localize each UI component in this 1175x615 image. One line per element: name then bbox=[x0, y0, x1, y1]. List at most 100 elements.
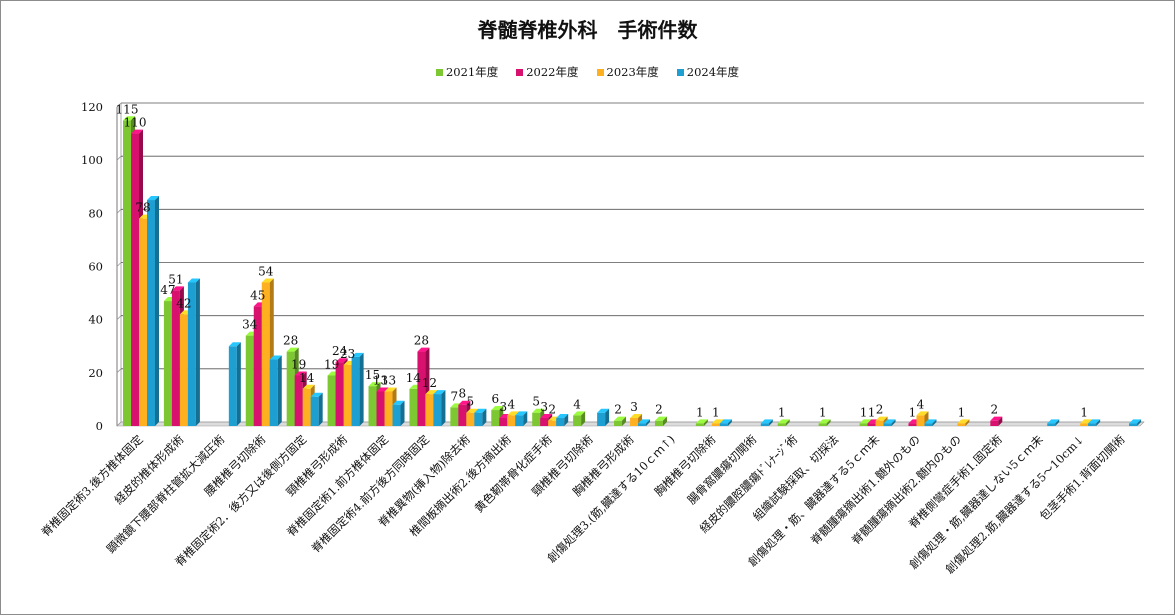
bar bbox=[548, 420, 557, 426]
y-tick-label: 80 bbox=[88, 206, 103, 220]
data-label: 1 bbox=[958, 405, 966, 419]
bar bbox=[131, 133, 139, 427]
bar bbox=[883, 423, 892, 426]
bar bbox=[425, 394, 434, 426]
data-label: 4 bbox=[507, 397, 515, 411]
gridline-depth bbox=[116, 368, 122, 374]
data-label: 15 bbox=[365, 368, 380, 382]
y-tick-label: 40 bbox=[88, 313, 103, 327]
data-label: 1 bbox=[712, 405, 720, 419]
bar-side bbox=[482, 408, 487, 426]
gridline-depth bbox=[116, 421, 122, 427]
bar bbox=[499, 418, 508, 426]
bar-side bbox=[155, 196, 159, 426]
bar-side bbox=[359, 352, 364, 426]
data-label: 1 bbox=[860, 405, 868, 419]
bar bbox=[384, 391, 393, 426]
legend-item-2022: 2022年度 bbox=[516, 64, 579, 80]
bar bbox=[392, 404, 401, 426]
data-label: 1 bbox=[909, 405, 917, 419]
bar-side bbox=[564, 414, 569, 426]
gridline-depth bbox=[116, 209, 122, 214]
data-label: 42 bbox=[176, 296, 191, 310]
data-label: 3 bbox=[499, 400, 507, 414]
legend-swatch-2023 bbox=[596, 68, 604, 76]
bar bbox=[597, 412, 606, 426]
legend-label-2021: 2021年度 bbox=[445, 65, 499, 79]
bar bbox=[433, 394, 442, 426]
bar-side bbox=[891, 419, 896, 426]
data-label: 14 bbox=[406, 371, 422, 385]
data-label: 13 bbox=[381, 373, 396, 387]
bar-side bbox=[400, 400, 405, 426]
bar bbox=[294, 375, 303, 426]
bar bbox=[867, 423, 876, 426]
bar bbox=[171, 290, 180, 426]
bar bbox=[818, 423, 827, 426]
y-tick-label: 100 bbox=[81, 153, 103, 167]
bar bbox=[269, 359, 278, 426]
data-label: 2 bbox=[655, 403, 663, 417]
data-label: 7 bbox=[451, 389, 459, 403]
legend-item-2021: 2021年度 bbox=[435, 64, 499, 80]
bar bbox=[540, 418, 549, 426]
data-label: 3 bbox=[630, 400, 638, 414]
bar-side bbox=[318, 392, 323, 426]
bar bbox=[343, 364, 352, 426]
data-label: 34 bbox=[242, 318, 258, 332]
data-label: 13 bbox=[373, 373, 388, 387]
data-label: 4 bbox=[573, 397, 581, 411]
bar bbox=[859, 423, 868, 426]
bar-side bbox=[998, 416, 1003, 426]
bar-side bbox=[703, 419, 708, 426]
data-label: 78 bbox=[135, 201, 150, 215]
legend-label-2024: 2024年度 bbox=[686, 65, 740, 79]
data-label: 12 bbox=[422, 376, 437, 390]
bar bbox=[187, 282, 196, 426]
y-tick-label: 0 bbox=[96, 419, 103, 433]
bar-side bbox=[277, 355, 282, 426]
bar bbox=[163, 301, 172, 426]
legend-item-2024: 2024年度 bbox=[676, 64, 740, 80]
bar bbox=[957, 423, 966, 426]
bar bbox=[638, 423, 647, 426]
bar bbox=[630, 418, 639, 426]
bar bbox=[556, 418, 565, 426]
data-label: 110 bbox=[124, 116, 147, 130]
bar bbox=[368, 386, 377, 426]
data-label: 3 bbox=[540, 400, 548, 414]
data-label: 45 bbox=[250, 288, 265, 302]
bar bbox=[327, 375, 336, 426]
bar bbox=[245, 335, 254, 426]
y-tick-label: 60 bbox=[88, 260, 103, 274]
bar bbox=[123, 120, 131, 427]
legend-label-2022: 2022年度 bbox=[526, 65, 579, 79]
data-label: 6 bbox=[491, 392, 499, 406]
gridline-depth bbox=[116, 262, 122, 267]
data-label: 1 bbox=[696, 405, 704, 419]
bar bbox=[532, 412, 541, 426]
bar bbox=[450, 407, 459, 426]
legend: 2021年度 2022年度 2023年度 2024年度 bbox=[0, 64, 1175, 80]
bar bbox=[491, 410, 500, 426]
bar bbox=[351, 356, 360, 426]
bar bbox=[228, 346, 237, 426]
data-label: 51 bbox=[168, 272, 183, 286]
legend-swatch-2022 bbox=[516, 68, 524, 76]
bar-side bbox=[581, 411, 586, 426]
data-label: 2 bbox=[876, 403, 884, 417]
bar bbox=[760, 423, 769, 426]
bar bbox=[458, 404, 467, 426]
bar-side bbox=[768, 419, 773, 426]
legend-swatch-2024 bbox=[676, 68, 684, 76]
bar-side bbox=[441, 390, 446, 426]
bar-side bbox=[727, 419, 732, 426]
data-label: 4 bbox=[917, 397, 925, 411]
legend-swatch-2021 bbox=[435, 68, 443, 76]
bar bbox=[409, 388, 418, 426]
data-label: 115 bbox=[116, 102, 139, 116]
bar bbox=[654, 420, 663, 426]
bar-side bbox=[523, 411, 528, 426]
bar bbox=[1129, 423, 1138, 426]
